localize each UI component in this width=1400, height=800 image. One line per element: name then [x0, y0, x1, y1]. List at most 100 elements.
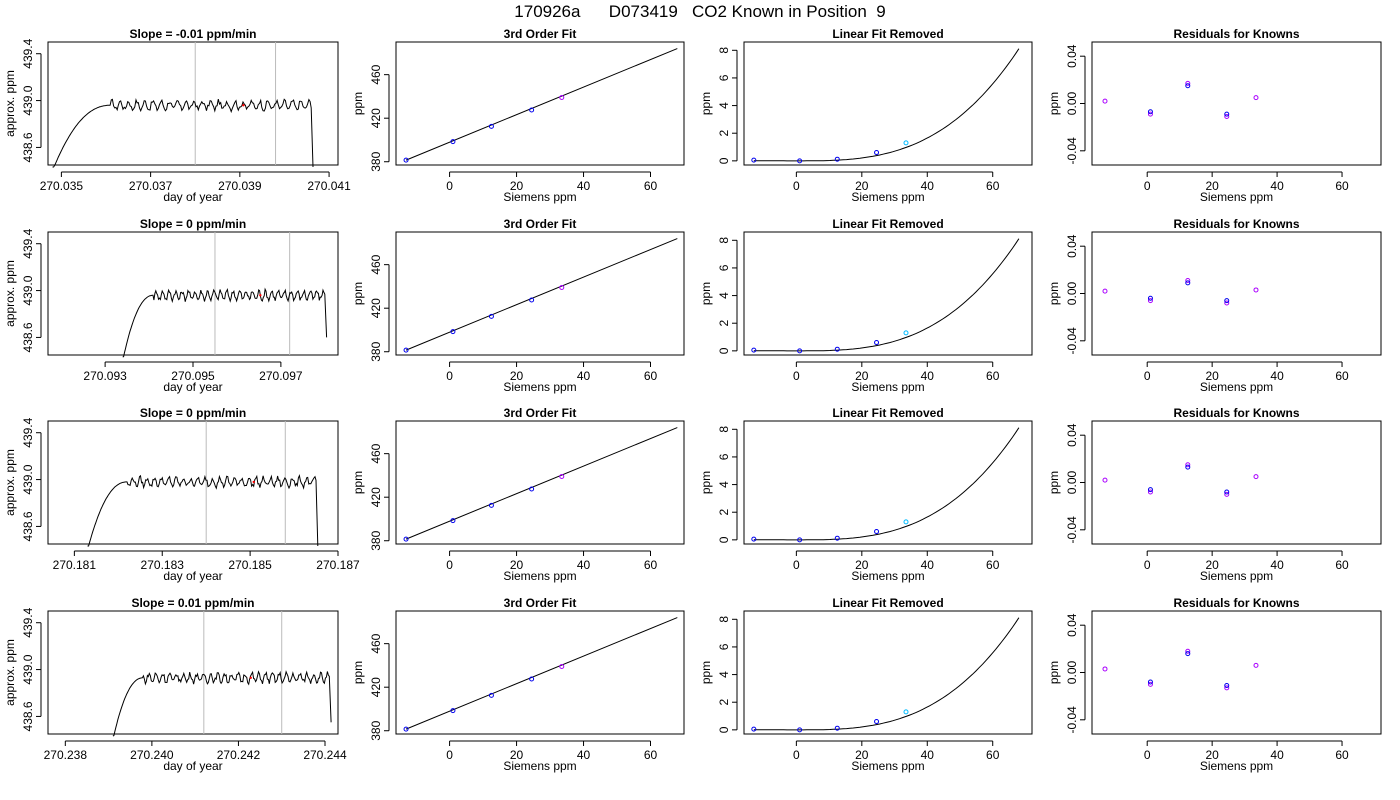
- row4-resid-point: [1185, 648, 1191, 654]
- row3-linear-point: [797, 537, 803, 543]
- row2-resid-point-alt: [1224, 298, 1230, 304]
- row3-fit-yaxis-tick-label: 460: [369, 443, 383, 463]
- row3-time-xaxis-tick-label: 270.183: [141, 558, 185, 572]
- row4-time-xaxis-tick-label: 270.238: [44, 748, 88, 762]
- row3-resid-point: [1102, 477, 1108, 483]
- row1-fit-point: [529, 107, 535, 113]
- row4-time-yaxis-tick-label: 439.4: [21, 607, 35, 637]
- row1-fit-point: [488, 123, 494, 129]
- row4-fit-point: [529, 676, 535, 682]
- row1-resid-xaxis-tick-label: 0: [1144, 179, 1151, 193]
- row3-fit-yaxis-tick-label: 420: [369, 487, 383, 507]
- row2-linear-yaxis-tick-label: 4: [717, 292, 731, 299]
- row2-fit-xaxis-tick-label: 40: [577, 369, 591, 383]
- row4-resid-xaxis-tick-label: 0: [1144, 748, 1151, 762]
- row1-linear-xaxis-tick-label: 40: [921, 179, 935, 193]
- row4-linear-yaxis-tick-label: 4: [717, 671, 731, 678]
- row4-fit-xaxis-tick-label: 20: [510, 748, 524, 762]
- row1-resid-xlabel: Siemens ppm: [1200, 190, 1273, 204]
- row2-time-frame: [47, 231, 339, 356]
- row1-fit-point: [403, 157, 409, 163]
- row3-linear-xaxis-tick-label: 40: [921, 558, 935, 572]
- row4-time-xaxis-tick-label: 270.240: [130, 748, 174, 762]
- row1-time-yaxis-tick-label: 438.6: [21, 132, 35, 162]
- row3-linear-yaxis-tick-label: 2: [717, 509, 731, 516]
- row3-resid-yaxis-tick-label: -0.04: [1065, 516, 1079, 544]
- row4-linear-yaxis-tick-label: 8: [717, 616, 731, 623]
- row1-fit-xlabel: Siemens ppm: [503, 190, 576, 204]
- row1-linear-point: [874, 150, 880, 156]
- row4-resid-point: [1102, 666, 1108, 672]
- row2-resid-ylabel: ppm: [1047, 282, 1061, 305]
- row2-resid-xaxis-tick-label: 20: [1205, 369, 1219, 383]
- row2-linear-frame: [743, 231, 1033, 356]
- row3-time-frame: [47, 420, 339, 545]
- row1-resid-xaxis-tick-label: 20: [1205, 179, 1219, 193]
- row2-linear-ylabel: ppm: [699, 282, 713, 305]
- row3-fit-yaxis-tick-label: 380: [369, 530, 383, 550]
- row2-time-yaxis-tick-label: 439.0: [21, 275, 35, 305]
- row4-fit-point: [450, 708, 456, 714]
- row3-resid-yaxis-tick-label: 0.04: [1065, 423, 1079, 447]
- row1-resid-point: [1102, 98, 1108, 104]
- row1-fit-yaxis-tick-label: 420: [369, 108, 383, 128]
- row1-resid-point-alt: [1147, 109, 1153, 115]
- row1-fit-frame: [395, 41, 685, 166]
- row4-resid-point: [1253, 662, 1259, 668]
- row2-linear-point: [751, 347, 757, 353]
- row3-fit-point: [529, 486, 535, 492]
- row1-time-xaxis-tick-label: 270.037: [129, 179, 173, 193]
- row1-time-yaxis-tick-label: 439.0: [21, 85, 35, 115]
- row3-linear-xaxis-tick-label: 60: [986, 558, 1000, 572]
- figure-title: 170926a D073419 CO2 Known in Position 9: [514, 2, 886, 21]
- row4-resid-yaxis-tick-label: -0.04: [1065, 706, 1079, 734]
- row3-linear-point: [874, 529, 880, 535]
- row3-resid-xlabel: Siemens ppm: [1200, 569, 1273, 583]
- row2-resid-title: Residuals for Knowns: [1173, 217, 1299, 231]
- row2-linear-xaxis-tick-label: 20: [855, 369, 869, 383]
- row1-resid-point: [1224, 114, 1230, 120]
- row4-resid-title: Residuals for Knowns: [1173, 596, 1299, 610]
- row2-linear-point: [834, 346, 840, 352]
- row2-fit-yaxis-tick-label: 460: [369, 254, 383, 274]
- row2-time-yaxis-tick-label: 438.6: [21, 322, 35, 352]
- row1-resid-xaxis-tick-label: 60: [1335, 179, 1349, 193]
- row4-time-xaxis-tick-label: 270.244: [303, 748, 347, 762]
- row4-time-xlabel: day of year: [163, 759, 222, 773]
- row1-linear-point: [903, 140, 909, 146]
- row2-resid-xaxis-tick-label: 0: [1144, 369, 1151, 383]
- row4-time-frame: [47, 610, 339, 735]
- row1-fit-xaxis-tick-label: 0: [446, 179, 453, 193]
- row2-fit-xaxis-tick-label: 60: [644, 369, 658, 383]
- row2-resid-point: [1185, 277, 1191, 283]
- row4-fit-line: [405, 617, 678, 730]
- row4-linear-xaxis-tick-label: 0: [793, 748, 800, 762]
- row1-resid-xaxis-tick-label: 40: [1270, 179, 1284, 193]
- row2-fit-yaxis-tick-label: 420: [369, 298, 383, 318]
- row1-fit-xaxis-tick-label: 20: [510, 179, 524, 193]
- row2-resid-point: [1102, 288, 1108, 294]
- row2-fit-frame: [395, 231, 685, 356]
- row2-resid-frame: [1091, 231, 1382, 356]
- row4-fit-yaxis-tick-label: 420: [369, 677, 383, 697]
- row4-fit-xaxis-tick-label: 40: [577, 748, 591, 762]
- row4-time-ylabel: approx. ppm: [3, 639, 17, 706]
- row1-fit-xaxis-tick-label: 40: [577, 179, 591, 193]
- row1-resid-point-alt: [1224, 111, 1230, 117]
- row2-time-xaxis-tick-label: 270.095: [171, 369, 215, 383]
- row1-fit-point: [559, 95, 565, 101]
- row1-linear-ylabel: ppm: [699, 92, 713, 115]
- row3-fit-xaxis-tick-label: 20: [510, 558, 524, 572]
- row4-resid-point-alt: [1224, 683, 1230, 689]
- row2-fit-point: [559, 285, 565, 291]
- row3-linear-curve: [753, 427, 1020, 541]
- row4-fit-title: 3rd Order Fit: [504, 596, 577, 610]
- row2-resid-point-alt: [1185, 280, 1191, 286]
- row1-resid-yaxis-tick-label: -0.04: [1065, 137, 1079, 165]
- row3-resid-point: [1147, 489, 1153, 495]
- row4-linear-xaxis-tick-label: 40: [921, 748, 935, 762]
- row1-resid-ylabel: ppm: [1047, 92, 1061, 115]
- row2-linear-yaxis-tick-label: 0: [717, 347, 731, 354]
- row1-fit-yaxis-tick-label: 380: [369, 151, 383, 171]
